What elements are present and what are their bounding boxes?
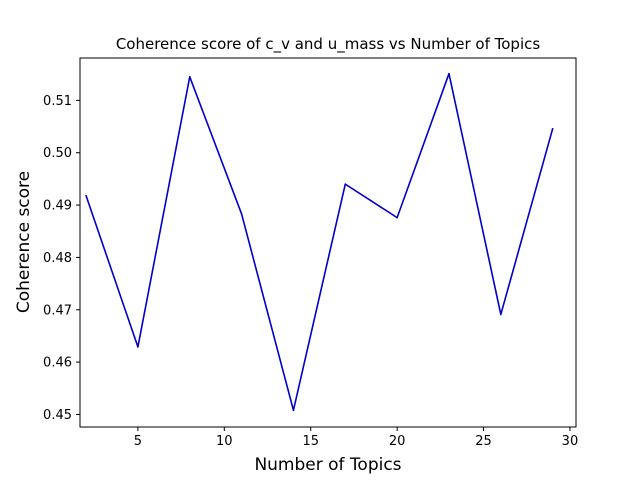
- x-axis-ticks: 5 10 15 20 25 30: [134, 427, 578, 449]
- axes-frame: [79, 57, 577, 428]
- data-point-0-0: [85, 194, 87, 197]
- x-tick-label-3: 20: [389, 434, 406, 449]
- data-point-0-9: [551, 127, 554, 130]
- data-point-0-8: [500, 313, 502, 316]
- x-tick-label-1: 10: [216, 434, 233, 449]
- chart-title: Coherence score of c_v and u_mass vs Num…: [116, 35, 541, 54]
- data-point-0-2: [188, 76, 191, 78]
- y-axis-label: Coherence score: [14, 171, 34, 313]
- data-point-0-7: [448, 72, 450, 75]
- y-tick-label-5: 0.50: [43, 146, 72, 161]
- y-tick-label-3: 0.48: [43, 251, 72, 266]
- y-tick-label-1: 0.46: [43, 356, 72, 371]
- data-point-0-6: [396, 216, 398, 219]
- data-point-0-4: [292, 409, 295, 412]
- data-point-0-3: [240, 213, 243, 215]
- x-tick-label-4: 25: [475, 434, 492, 449]
- x-tick-label-5: 30: [562, 434, 579, 449]
- x-tick-label-0: 5: [134, 434, 142, 449]
- y-tick-label-2: 0.47: [43, 303, 72, 318]
- x-tick-label-2: 15: [302, 434, 319, 449]
- x-axis-label: Number of Topics: [254, 455, 401, 475]
- y-tick-label-6: 0.51: [43, 94, 72, 109]
- plot-area: 5 10 15 20 25 30 0.45 0.46 0.47 0.48 0.49 0.50 0.51: [43, 57, 578, 449]
- data-point-0-5: [344, 183, 347, 185]
- series-line-0: [85, 72, 554, 412]
- y-tick-label-0: 0.45: [43, 408, 72, 423]
- series-layer: [85, 72, 554, 412]
- y-tick-label-4: 0.49: [43, 199, 72, 214]
- y-axis-ticks: 0.45 0.46 0.47 0.48 0.49 0.50 0.51: [43, 94, 80, 423]
- data-point-0-1: [137, 346, 139, 348]
